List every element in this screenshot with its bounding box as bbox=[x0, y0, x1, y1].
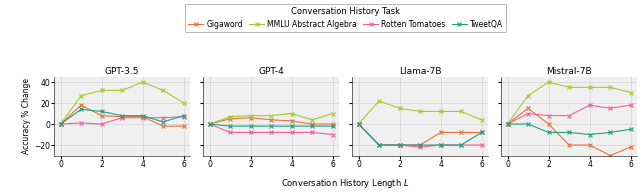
Title: GPT-3.5: GPT-3.5 bbox=[105, 67, 140, 76]
Title: Llama-7B: Llama-7B bbox=[399, 67, 442, 76]
Title: GPT-4: GPT-4 bbox=[258, 67, 284, 76]
Title: Mistral-7B: Mistral-7B bbox=[547, 67, 592, 76]
Legend: Gigaword, MMLU Abstract Algebra, Rotten Tomatoes, TweetQA: Gigaword, MMLU Abstract Algebra, Rotten … bbox=[185, 4, 506, 32]
Text: Conversation History Length $L$: Conversation History Length $L$ bbox=[282, 177, 410, 190]
Y-axis label: Accuracy % Change: Accuracy % Change bbox=[22, 78, 31, 154]
